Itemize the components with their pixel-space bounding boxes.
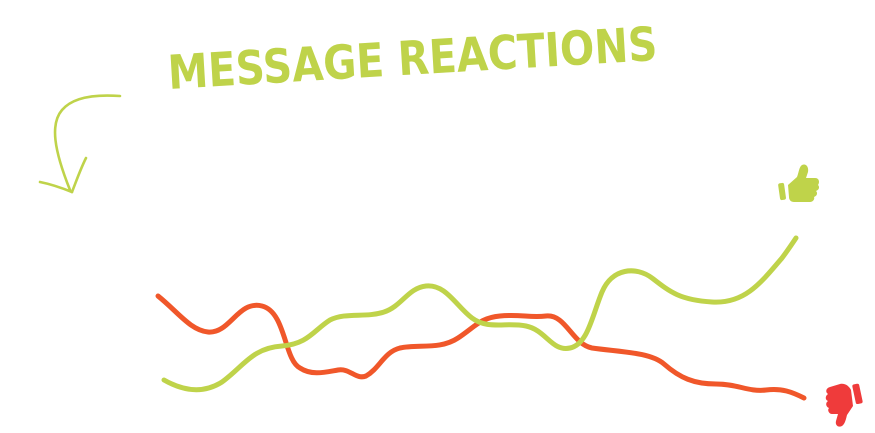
negative-trend-line: [155, 293, 807, 401]
thumbs-up-icon: [778, 164, 820, 202]
curved-arrow-icon: [38, 94, 122, 194]
positive-trend-line: [161, 235, 799, 393]
thumbs-down-icon: [825, 383, 863, 427]
